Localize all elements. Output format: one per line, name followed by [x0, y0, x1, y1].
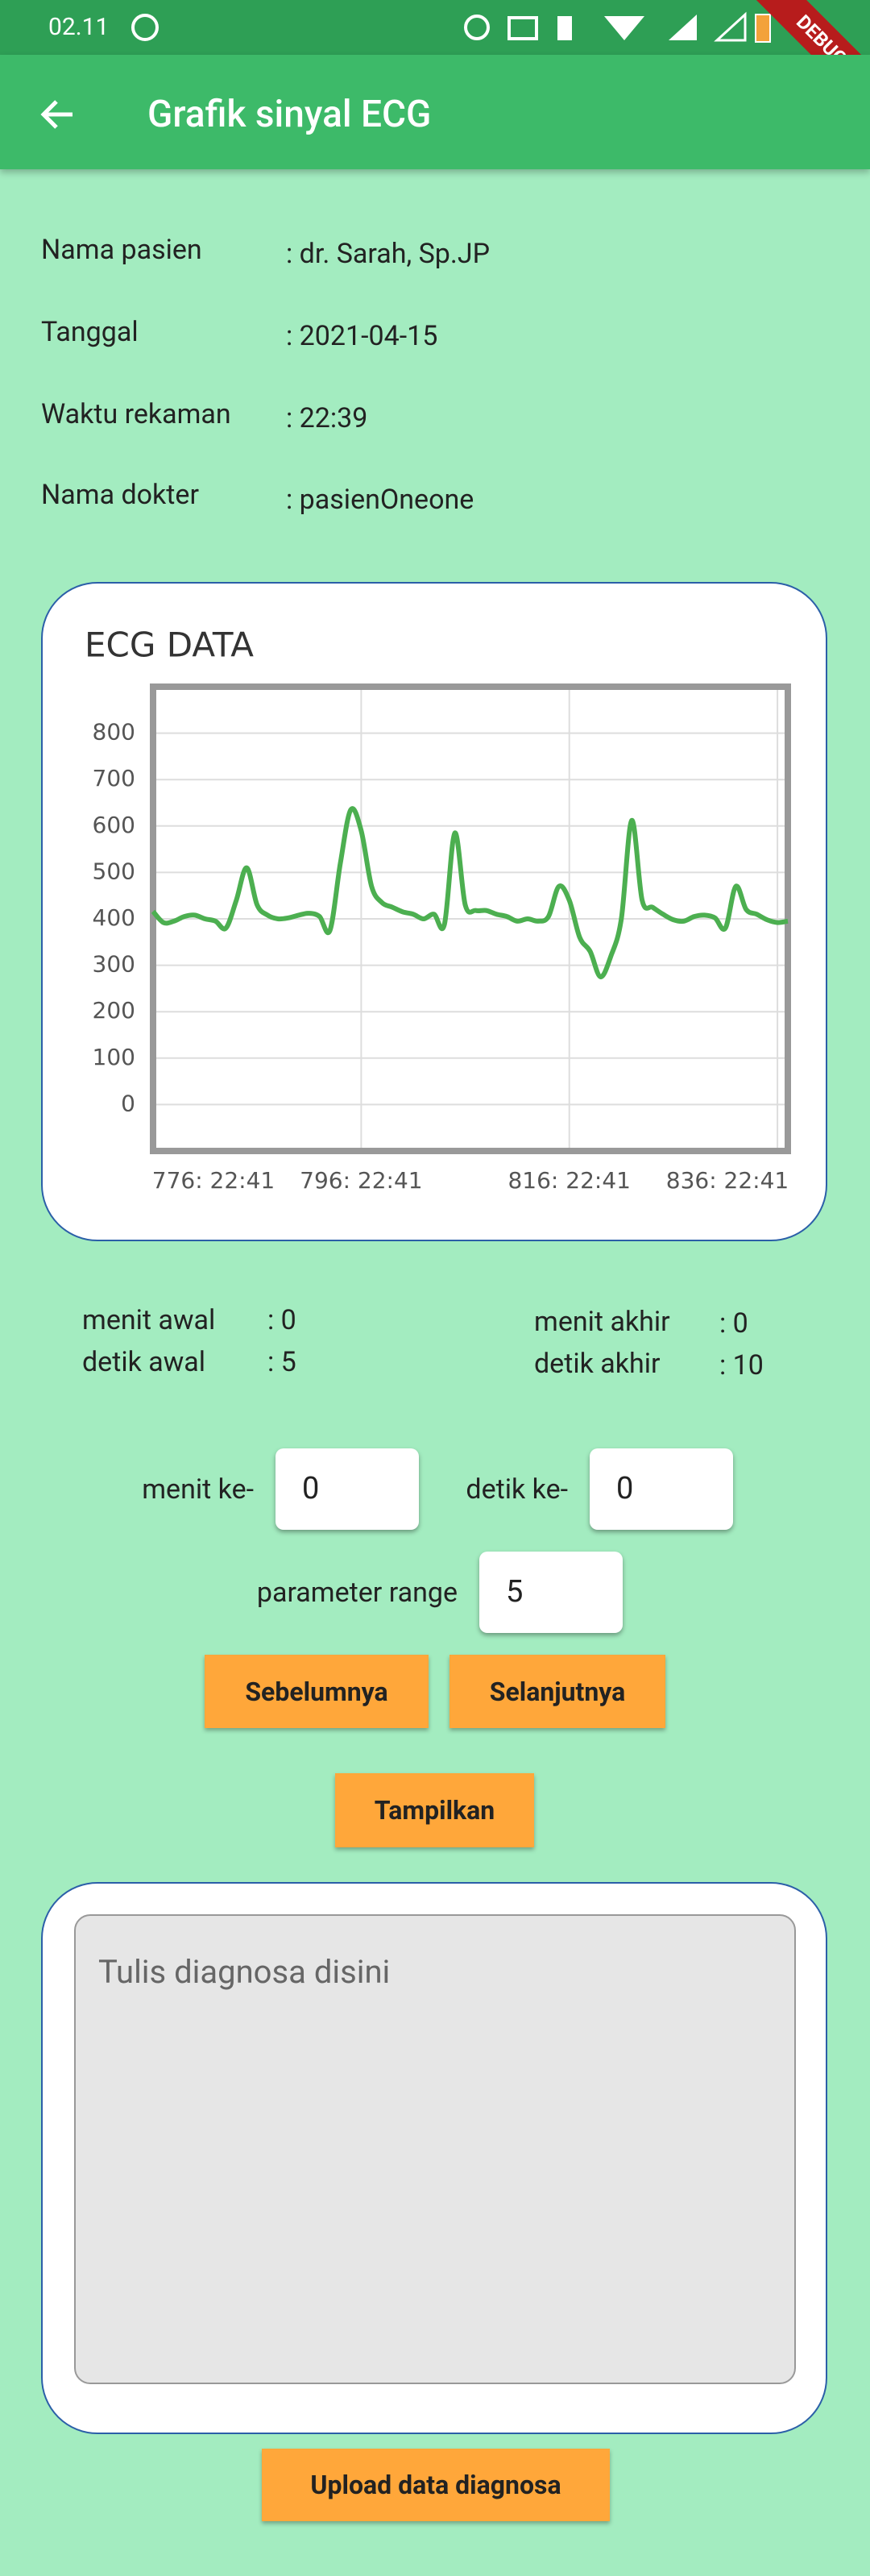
y-tick-label: 500 [93, 858, 135, 884]
chart-title: ECG DATA [85, 625, 254, 665]
y-tick-label: 700 [93, 765, 135, 791]
x-tick-label: 776: 22:41 [152, 1167, 275, 1194]
chart-card [41, 582, 827, 1241]
next-button[interactable]: Selanjutnya [450, 1655, 665, 1728]
info-value: : 2021-04-15 [286, 320, 438, 352]
ecg-line [151, 806, 789, 979]
minute-input[interactable]: 0 [276, 1448, 419, 1530]
info-label: Waktu rekaman [41, 398, 231, 430]
info-label: Tanggal [41, 316, 139, 348]
status-icons [464, 11, 771, 43]
range-value: : 0 [267, 1304, 296, 1336]
y-tick-label: 300 [93, 951, 135, 978]
info-value: : pasienOneone [286, 484, 474, 516]
y-tick-label: 800 [93, 719, 135, 746]
info-label: Nama dokter [41, 479, 199, 511]
second-input[interactable]: 0 [590, 1448, 733, 1530]
upload-button[interactable]: Upload data diagnosa [262, 2449, 610, 2521]
range-param-label: parameter range [256, 1577, 458, 1609]
info-value: : dr. Sarah, Sp.JP [286, 238, 491, 270]
status-icon [131, 14, 159, 41]
show-button[interactable]: Tampilkan [335, 1773, 534, 1847]
app-title: Grafik sinyal ECG [147, 93, 432, 136]
y-tick-label: 200 [93, 997, 135, 1024]
range-value: : 10 [719, 1349, 764, 1381]
y-tick-label: 100 [93, 1044, 135, 1070]
range-label: detik awal [82, 1346, 206, 1378]
app-bar [0, 55, 870, 169]
plot-border [150, 683, 791, 1154]
y-tick-label: 0 [121, 1090, 135, 1116]
info-value: : 22:39 [286, 402, 368, 434]
status-bar [0, 0, 870, 55]
diagnosis-input[interactable] [74, 1914, 796, 2384]
diagnosis-placeholder: Tulis diagnosa disini [98, 1953, 391, 1991]
y-tick-label: 600 [93, 812, 135, 838]
range-value: : 5 [267, 1346, 296, 1378]
x-tick-label: 816: 22:41 [508, 1167, 630, 1194]
back-button[interactable] [39, 95, 77, 134]
y-tick-label: 400 [93, 904, 135, 931]
range-label: menit awal [82, 1304, 216, 1336]
x-tick-label: 836: 22:41 [666, 1167, 789, 1194]
x-tick-label: 796: 22:41 [300, 1167, 422, 1194]
prev-button[interactable]: Sebelumnya [205, 1655, 429, 1728]
status-time: 02.11 [48, 13, 110, 41]
range-value: : 0 [719, 1307, 748, 1340]
second-label: detik ke- [466, 1473, 568, 1506]
range-label: menit akhir [534, 1306, 670, 1338]
minute-label: menit ke- [142, 1473, 254, 1506]
chart: ECG DATA 0 100 200 300 400 500 600 700 800 776: 2… [85, 625, 791, 1194]
range-label: detik akhir [534, 1348, 661, 1380]
info-label: Nama pasien [41, 234, 202, 266]
range-input[interactable]: 5 [479, 1552, 623, 1633]
